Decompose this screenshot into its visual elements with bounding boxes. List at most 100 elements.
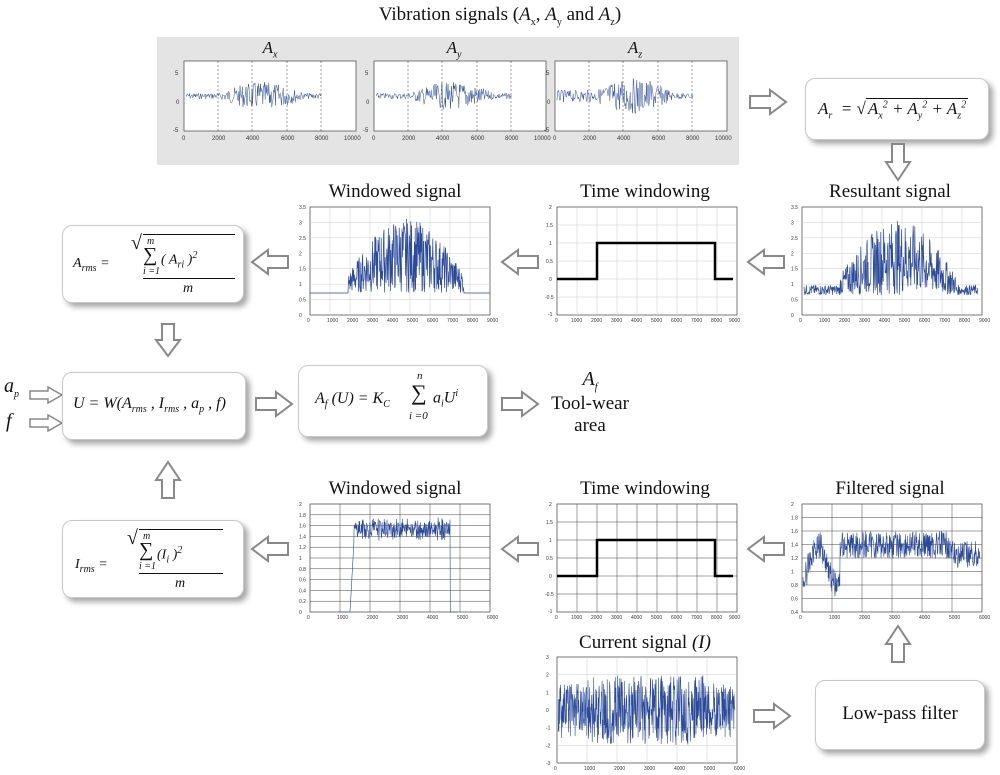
windowed-current-trace xyxy=(338,517,458,613)
svg-text:0.8: 0.8 xyxy=(299,567,306,573)
svg-text:6000: 6000 xyxy=(979,615,990,621)
svg-text:1000: 1000 xyxy=(327,318,338,324)
svg-text:0: 0 xyxy=(791,313,794,319)
svg-text:-2: -2 xyxy=(546,743,551,749)
u-equation: U = W(Arms , Irms , ap , f) xyxy=(73,395,226,416)
svg-text:1.5: 1.5 xyxy=(546,520,553,526)
windowed-signal-title-top: Windowed signal xyxy=(328,181,462,202)
svg-text:-5: -5 xyxy=(544,128,550,134)
svg-text:3000: 3000 xyxy=(367,318,378,324)
svg-text:2000: 2000 xyxy=(591,615,602,621)
svg-text:1: 1 xyxy=(791,282,794,288)
arrow-left-icon xyxy=(746,248,785,276)
svg-text:4000: 4000 xyxy=(631,615,642,621)
svg-text:0: 0 xyxy=(307,318,310,324)
time-windowing-title-bottom: Time windowing xyxy=(580,478,710,499)
svg-text:4000: 4000 xyxy=(246,136,260,142)
svg-text:0: 0 xyxy=(299,313,302,319)
svg-text:6000: 6000 xyxy=(919,318,930,324)
input-ap: ap xyxy=(4,375,19,400)
input-f: f xyxy=(6,410,12,432)
svg-text:0.5: 0.5 xyxy=(791,298,798,304)
svg-text:0: 0 xyxy=(307,615,310,621)
filtered-signal-title: Filtered signal xyxy=(835,478,945,499)
svg-text:3000: 3000 xyxy=(859,318,870,324)
svg-text:1000: 1000 xyxy=(819,318,830,324)
svg-text:2000: 2000 xyxy=(402,136,416,142)
svg-text:1: 1 xyxy=(299,556,302,562)
svg-text:0: 0 xyxy=(555,615,558,621)
svg-text:0.4: 0.4 xyxy=(791,610,798,616)
svg-text:-0.5: -0.5 xyxy=(545,592,554,598)
vibration-plot-ax: 50-5 0 2000 4000 6000 8000 10000 xyxy=(173,60,361,142)
vibration-title: Vibration signals (Ax, Ay and Az) xyxy=(378,4,622,28)
arrow-down-icon xyxy=(884,143,912,182)
az-label: Az xyxy=(627,38,643,61)
svg-text:1.2: 1.2 xyxy=(791,556,798,562)
svg-text:1.5: 1.5 xyxy=(791,267,798,273)
svg-text:1000: 1000 xyxy=(571,615,582,621)
tick: 5 xyxy=(175,71,179,77)
svg-text:1000: 1000 xyxy=(337,615,348,621)
low-pass-filter-label: Low-pass filter xyxy=(842,703,958,724)
svg-text:2000: 2000 xyxy=(212,136,226,142)
time-windowing-plot-bottom: 2 1.5 1 0.5 0 -0.5 -1 0 1000 2000 3000 4000 5000 600… xyxy=(545,502,740,621)
current-signal-trace xyxy=(557,675,735,746)
u-equation-box: U = W(Arms , Irms , ap , f) xyxy=(62,372,246,440)
svg-text:6000: 6000 xyxy=(671,318,682,324)
resultant-equation-box: Ar = √ Ax2 + Ay2 + Az2 xyxy=(805,78,989,140)
svg-text:0: 0 xyxy=(799,615,802,621)
svg-text:0: 0 xyxy=(372,136,376,142)
svg-text:8000: 8000 xyxy=(959,318,970,324)
svg-text:0.6: 0.6 xyxy=(299,578,306,584)
svg-text:3000: 3000 xyxy=(644,766,655,772)
ax-label: Ax xyxy=(262,38,278,61)
svg-text:0.8: 0.8 xyxy=(791,583,798,589)
svg-text:7000: 7000 xyxy=(691,615,702,621)
svg-text:0.6: 0.6 xyxy=(791,597,798,603)
svg-text:7000: 7000 xyxy=(939,318,950,324)
svg-text:2000: 2000 xyxy=(839,318,850,324)
ay-signal xyxy=(375,82,512,110)
svg-text:5000: 5000 xyxy=(651,615,662,621)
resultant-equation: Ar = √ Ax2 + Ay2 + Az2 xyxy=(818,98,969,122)
windowed-signal-trace xyxy=(310,218,490,294)
az-signal xyxy=(556,78,693,114)
svg-text:10000: 10000 xyxy=(715,136,732,142)
svg-text:8000: 8000 xyxy=(711,318,722,324)
svg-text:9000: 9000 xyxy=(729,318,740,324)
svg-text:8000: 8000 xyxy=(467,318,478,324)
svg-text:4000: 4000 xyxy=(436,136,450,142)
svg-text:0: 0 xyxy=(553,136,557,142)
svg-text:3000: 3000 xyxy=(397,615,408,621)
svg-text:-1: -1 xyxy=(546,726,551,732)
svg-text:4000: 4000 xyxy=(674,766,685,772)
svg-text:3: 3 xyxy=(299,220,302,226)
arrow-right-icon xyxy=(29,386,64,404)
svg-text:6000: 6000 xyxy=(671,615,682,621)
window-function-line xyxy=(557,538,733,578)
windowed-signal-plot-top: 0 1000 2000 3000 4000 5000 6000 7000 8000 9000 3.… xyxy=(299,205,498,324)
vibration-plot-ay: 50-5 0 2000 4000 6000 8000 10000 xyxy=(363,60,551,142)
svg-text:4000: 4000 xyxy=(631,318,642,324)
arrow-right-icon xyxy=(29,414,64,432)
filtered-signal-plot: 0 1000 2000 3000 4000 5000 6000 2 1.8 1.6 1.4 1.2 1… xyxy=(791,502,990,621)
svg-text:5000: 5000 xyxy=(457,615,468,621)
svg-text:8000: 8000 xyxy=(505,136,519,142)
svg-text:6000: 6000 xyxy=(487,615,498,621)
svg-text:4000: 4000 xyxy=(427,615,438,621)
arrow-up-icon xyxy=(154,460,182,499)
svg-text:6000: 6000 xyxy=(652,136,666,142)
svg-text:2000: 2000 xyxy=(583,136,597,142)
resultant-signal-plot: 0 1000 2000 3000 4000 5000 6000 7000 8000 9000 3.… xyxy=(791,205,990,324)
time-windowing-title-top: Time windowing xyxy=(580,181,710,202)
svg-text:9000: 9000 xyxy=(979,318,990,324)
time-windowing-plot-top: 2 1.5 1 0.5 0 -0.5 -1 0 1000 2000 3000 4000 5000 600… xyxy=(545,205,740,324)
svg-text:0: 0 xyxy=(799,318,802,324)
sqrt-icon: √ xyxy=(127,527,138,549)
svg-text:1: 1 xyxy=(549,241,552,247)
window-function-line xyxy=(557,241,733,281)
svg-text:2: 2 xyxy=(549,205,552,211)
current-signal-title: Current signal (I) xyxy=(579,632,711,653)
svg-text:2: 2 xyxy=(549,502,552,508)
